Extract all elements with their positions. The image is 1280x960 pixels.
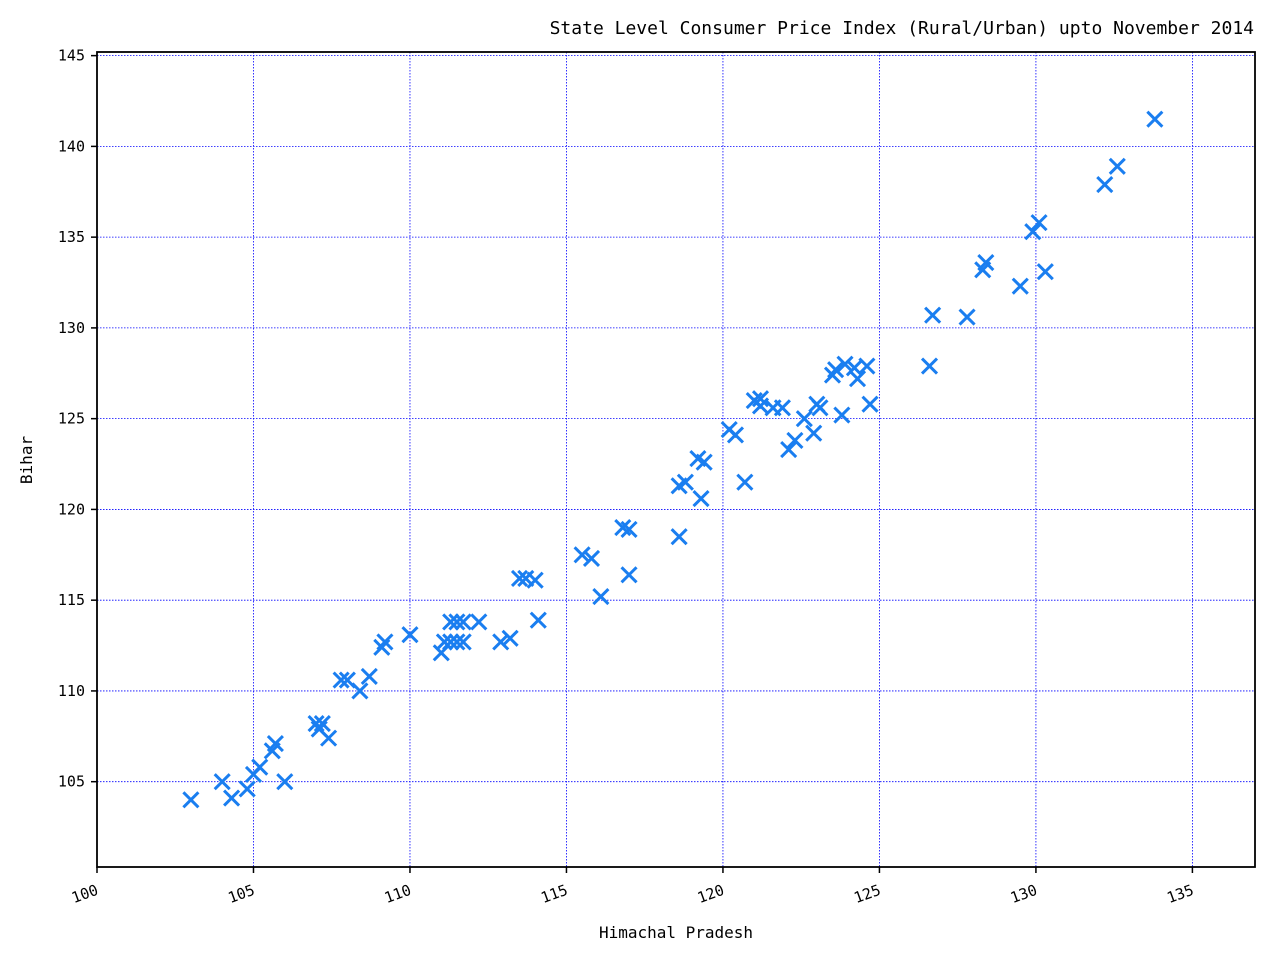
data-point bbox=[1024, 223, 1042, 241]
y-tick-label: 115 bbox=[58, 591, 85, 609]
data-point bbox=[773, 399, 791, 417]
data-point bbox=[401, 626, 419, 644]
data-point bbox=[501, 629, 519, 647]
data-point bbox=[454, 613, 472, 631]
y-tick-label: 145 bbox=[58, 47, 85, 65]
grid-lines bbox=[96, 52, 1255, 867]
chart-title: State Level Consumer Price Index (Rural/… bbox=[550, 18, 1254, 39]
y-axis-label: Bihar bbox=[17, 436, 36, 485]
data-point bbox=[313, 715, 331, 733]
data-point bbox=[620, 520, 638, 538]
data-point bbox=[833, 406, 851, 424]
data-point bbox=[848, 370, 867, 388]
y-tick-label: 135 bbox=[58, 228, 85, 246]
data-point bbox=[958, 308, 976, 326]
y-tick-label: 120 bbox=[58, 500, 85, 518]
data-point bbox=[1108, 157, 1126, 175]
y-tick-label: 140 bbox=[58, 137, 85, 155]
data-point bbox=[266, 735, 284, 753]
data-point bbox=[435, 633, 453, 651]
data-point bbox=[858, 357, 876, 375]
data-point bbox=[529, 611, 547, 629]
data-point bbox=[223, 789, 241, 807]
data-point bbox=[251, 758, 269, 776]
y-tick-label: 130 bbox=[58, 319, 85, 337]
data-point bbox=[592, 587, 610, 606]
data-point bbox=[332, 671, 350, 689]
data-point bbox=[861, 395, 879, 413]
data-point bbox=[582, 549, 601, 567]
data-point bbox=[492, 633, 510, 651]
data-point bbox=[238, 780, 256, 798]
data-point bbox=[351, 682, 369, 700]
data-point bbox=[442, 633, 460, 651]
data-point bbox=[620, 566, 638, 584]
data-point bbox=[1011, 277, 1029, 295]
data-point bbox=[1146, 110, 1164, 128]
data-points bbox=[182, 110, 1164, 809]
plot-area-frame bbox=[96, 51, 1256, 868]
data-point bbox=[924, 306, 942, 324]
data-point bbox=[836, 355, 854, 373]
data-point bbox=[454, 633, 472, 651]
data-point bbox=[510, 569, 529, 587]
y-axis: 105 110 115 120 125 130 135 140 145 bbox=[58, 47, 97, 791]
data-point bbox=[1096, 175, 1114, 194]
y-tick-label: 110 bbox=[58, 682, 85, 700]
data-point bbox=[811, 399, 829, 417]
data-point bbox=[276, 773, 294, 791]
data-point bbox=[751, 390, 770, 408]
data-point bbox=[573, 546, 591, 564]
y-tick-label: 125 bbox=[58, 410, 85, 428]
data-point bbox=[376, 633, 394, 651]
data-point bbox=[920, 357, 939, 375]
data-point bbox=[692, 489, 710, 508]
data-point bbox=[780, 440, 798, 459]
data-point bbox=[670, 528, 688, 546]
data-point bbox=[1036, 263, 1054, 281]
data-point bbox=[736, 473, 754, 491]
data-point bbox=[526, 571, 544, 589]
y-tick-label: 105 bbox=[58, 773, 85, 791]
data-point bbox=[795, 410, 813, 428]
data-point bbox=[1030, 214, 1048, 232]
data-point bbox=[448, 613, 466, 631]
data-point bbox=[213, 773, 231, 791]
data-point bbox=[695, 453, 713, 471]
data-point bbox=[442, 613, 460, 631]
data-point bbox=[182, 791, 200, 809]
data-point bbox=[977, 253, 995, 272]
data-point bbox=[805, 424, 823, 442]
data-point bbox=[827, 361, 845, 379]
x-axis-label: Himachal Pradesh bbox=[599, 923, 753, 942]
data-point bbox=[786, 431, 804, 450]
data-point bbox=[676, 473, 694, 491]
data-point bbox=[448, 633, 466, 651]
data-point bbox=[470, 613, 488, 631]
data-point bbox=[360, 667, 378, 685]
data-point bbox=[320, 729, 338, 747]
data-point bbox=[726, 426, 745, 444]
